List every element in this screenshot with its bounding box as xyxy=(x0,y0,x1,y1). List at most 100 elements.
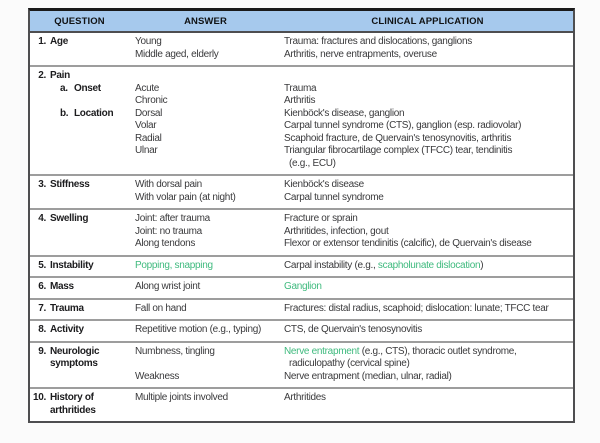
question-line: 8. Activity xyxy=(30,324,129,337)
answer-text: Acute xyxy=(135,82,160,94)
clinical-application-line: (e.g., ECU) xyxy=(284,158,571,171)
answer-text: Young xyxy=(135,36,162,47)
clinical-application-line: Trauma xyxy=(284,83,571,96)
answer-cell: Along wrist joint xyxy=(129,281,282,294)
question-cell: 10. History of arthritides xyxy=(30,392,129,417)
table-row: 6. Mass Along wrist joint Ganglion xyxy=(30,276,573,298)
answer-line: Weakness xyxy=(135,371,282,384)
answer-line: Numbness, tingling xyxy=(135,346,282,359)
clinical-application-line: Arthritides, infection, gout xyxy=(284,226,571,239)
clinical-application-line: Arthritis xyxy=(284,95,571,108)
answer-line xyxy=(135,70,282,83)
clinical-application-cell: CTS, de Quervain's tenosynovitis xyxy=(282,324,573,337)
question-label: Age xyxy=(50,36,68,47)
clinical-application-highlight-text: scapholunate dislocation xyxy=(377,259,481,271)
question-line: 10. History of xyxy=(30,392,129,405)
column-header-question: QUESTION xyxy=(54,15,105,27)
answer-line: Along tendons xyxy=(135,238,282,251)
table-row: 8. Activity Repetitive motion (e.g., typin… xyxy=(30,319,573,341)
answer-text: Dorsal xyxy=(135,107,163,119)
clinical-evaluation-table: QUESTION ANSWER CLINICAL APPLICATION 1. A… xyxy=(28,8,575,423)
clinical-application-text: (e.g., CTS), thoracic outlet syndrome, xyxy=(359,345,517,357)
answer-text: Multiple joints involved xyxy=(135,392,228,403)
question-line: 3. Stiffness xyxy=(30,179,129,192)
clinical-application-line: Triangular fibrocartilage complex (TFCC)… xyxy=(284,145,571,158)
answer-text: Chronic xyxy=(135,95,168,106)
answer-text: Ulnar xyxy=(135,145,158,156)
clinical-application-text: Arthritides, infection, gout xyxy=(284,225,389,237)
question-number: 1. xyxy=(38,36,46,47)
answer-text: Along wrist joint xyxy=(135,281,200,292)
clinical-application-text: ) xyxy=(480,259,484,271)
question-cell: 4. Swelling xyxy=(30,213,129,251)
answer-line: Along wrist joint xyxy=(135,281,282,294)
clinical-application-line: Arthritis, nerve entrapments, overuse xyxy=(284,49,571,62)
clinical-application-text: Triangular fibrocartilage complex (TFCC)… xyxy=(284,145,513,156)
question-line: 6. Mass xyxy=(30,281,129,294)
answer-text: Repetitive motion (e.g., typing) xyxy=(135,324,262,335)
clinical-application-text: Trauma: fractures and dislocations, gang… xyxy=(284,36,472,47)
clinical-application-line: CTS, de Quervain's tenosynovitis xyxy=(284,324,571,337)
question-subline: a. Onset xyxy=(60,83,129,96)
column-header-answer: ANSWER xyxy=(184,15,227,27)
clinical-application-cell: Fracture or sprain Arthritides, infection… xyxy=(282,213,573,251)
question-number: 2. xyxy=(38,70,46,81)
clinical-application-line: Carpal tunnel syndrome xyxy=(284,192,571,205)
clinical-application-line: Scaphoid fracture, de Quervain's tenosyn… xyxy=(284,133,571,146)
question-number: 5. xyxy=(38,259,46,271)
clinical-application-cell: Ganglion xyxy=(282,281,573,294)
clinical-application-cell: Kienböck's disease Carpal tunnel syndrome xyxy=(282,179,573,204)
clinical-application-text: Carpal tunnel syndrome (CTS), ganglion (… xyxy=(284,120,522,131)
answer-line: Radial xyxy=(135,133,282,146)
question-line: 7. Trauma xyxy=(30,303,129,316)
clinical-application-cell: Nerve entrapment (e.g., CTS), thoracic o… xyxy=(282,346,573,384)
question-line-continued: symptoms xyxy=(50,358,129,371)
clinical-application-line: Kienböck's disease xyxy=(284,179,571,192)
clinical-application-text: Arthritides xyxy=(284,392,326,403)
answer-text: Middle aged, elderly xyxy=(135,48,219,60)
question-subletter: b. xyxy=(60,107,69,119)
question-label: Instability xyxy=(50,259,94,271)
question-number: 10. xyxy=(32,392,46,403)
clinical-application-text: Arthritis, nerve entrapments, overuse xyxy=(284,48,437,60)
clinical-application-text: Nerve entrapment (median, ulnar, radial) xyxy=(284,370,452,382)
answer-cell: Young Middle aged, elderly xyxy=(129,36,282,61)
answer-text: Numbness, tingling xyxy=(135,345,215,357)
answer-line: Joint: after trauma xyxy=(135,213,282,226)
question-line: 5. Instability xyxy=(30,260,129,273)
clinical-application-line xyxy=(284,70,571,83)
table-row: 1. Age Young Middle aged, elderly Trauma: fr… xyxy=(30,33,573,65)
clinical-application-cell: Fractures: distal radius, scaphoid; disl… xyxy=(282,303,573,316)
question-subline: b. Location xyxy=(60,108,129,121)
clinical-application-line: Ganglion xyxy=(284,281,571,294)
answer-line: Joint: no trauma xyxy=(135,226,282,239)
answer-text: With dorsal pain xyxy=(135,179,202,190)
answer-cell: With dorsal pain With volar pain (at nigh… xyxy=(129,179,282,204)
clinical-application-text: Flexor or extensor tendinitis (calcific)… xyxy=(284,238,532,249)
clinical-application-line: Kienböck's disease, ganglion xyxy=(284,108,571,121)
clinical-application-text: radiculopathy (cervical spine) xyxy=(289,358,410,369)
clinical-application-text: Fractures: distal radius, scaphoid; disl… xyxy=(284,302,549,314)
clinical-application-text: Trauma xyxy=(284,82,317,94)
question-label: Pain xyxy=(50,70,70,81)
table-row: 7. Trauma Fall on hand Fractures: distal ra… xyxy=(30,297,573,320)
table-row: 9. Neurologic symptoms Numbness, tingling W… xyxy=(30,340,573,388)
clinical-application-line: Arthritides xyxy=(284,392,571,405)
question-cell: 5. Instability xyxy=(30,260,129,273)
answer-line: With volar pain (at night) xyxy=(135,192,282,205)
clinical-application-text: CTS, de Quervain's tenosynovitis xyxy=(284,324,422,335)
question-cell: 3. Stiffness xyxy=(30,179,129,204)
answer-line: Volar xyxy=(135,120,282,133)
answer-line: With dorsal pain xyxy=(135,179,282,192)
question-label-continued: arthritides xyxy=(50,404,96,416)
question-cell: 9. Neurologic symptoms xyxy=(30,346,129,384)
question-label: Activity xyxy=(50,324,84,335)
answer-cell: Joint: after trauma Joint: no trauma Along… xyxy=(129,213,282,251)
clinical-application-text: Kienböck's disease xyxy=(284,179,364,190)
question-sublabel: Onset xyxy=(74,82,101,94)
table-body: 1. Age Young Middle aged, elderly Trauma: fr… xyxy=(30,33,573,421)
table-row: 10. History of arthritides Multiple joints … xyxy=(30,387,573,421)
question-label-continued: symptoms xyxy=(50,358,98,369)
answer-line: Repetitive motion (e.g., typing) xyxy=(135,324,282,337)
answer-text: With volar pain (at night) xyxy=(135,191,236,203)
